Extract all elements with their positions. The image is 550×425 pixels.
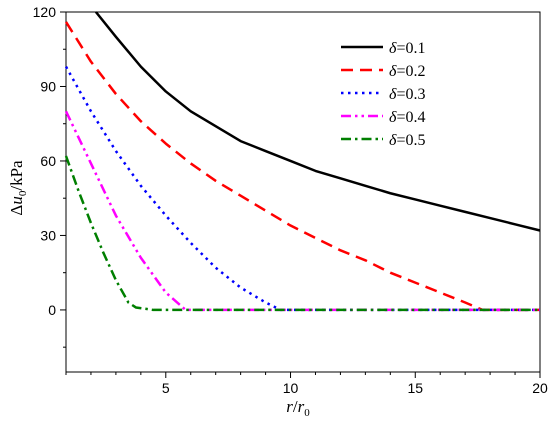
legend-symbol: δ xyxy=(389,40,397,57)
legend-label-2: δ=0.2 xyxy=(389,63,425,80)
x-axis-label-sub-base: r xyxy=(298,397,305,416)
x-axis: 5 10 15 20 xyxy=(65,372,548,396)
x-tick-label: 10 xyxy=(283,380,299,396)
x-tick-label: 20 xyxy=(532,380,548,396)
series-line-4 xyxy=(64,110,540,312)
legend-symbol: δ xyxy=(389,86,397,103)
y-tick-label: 0 xyxy=(48,302,56,318)
y-tick-label: 60 xyxy=(40,153,56,169)
y-tick-label: 90 xyxy=(40,78,56,94)
legend-value: =0.2 xyxy=(396,63,425,80)
y-axis-label-main: u xyxy=(7,196,26,205)
x-tick-label: 15 xyxy=(407,380,423,396)
legend: δ=0.1δ=0.2δ=0.3δ=0.4δ=0.5 xyxy=(341,40,425,149)
legend-symbol: δ xyxy=(389,63,397,80)
legend-label-3: δ=0.3 xyxy=(389,86,425,103)
legend-label-4: δ=0.4 xyxy=(389,109,425,126)
series-line-3 xyxy=(64,66,540,312)
x-tick-label: 5 xyxy=(162,380,170,396)
series-line-2 xyxy=(64,21,540,312)
legend-symbol: δ xyxy=(389,132,397,149)
series-line-1 xyxy=(94,11,541,232)
y-tick-label: 120 xyxy=(33,4,57,20)
plot-area xyxy=(65,11,541,373)
legend-value: =0.3 xyxy=(396,86,425,103)
x-axis-label-main: r xyxy=(286,397,293,416)
y-axis-label-prefix: Δ xyxy=(7,205,26,216)
y-axis-label-suffix: /kPa xyxy=(7,160,26,191)
y-axis: 0 30 60 90 120 xyxy=(33,4,66,348)
x-axis-label-subscript: 0 xyxy=(304,407,310,419)
legend-label-1: δ=0.1 xyxy=(389,40,425,57)
legend-symbol: δ xyxy=(389,109,397,126)
plot-border xyxy=(65,11,541,373)
legend-value: =0.5 xyxy=(396,132,425,149)
legend-label-5: δ=0.5 xyxy=(389,132,425,149)
y-axis-label: Δu0/kPa xyxy=(7,160,29,216)
legend-value: =0.1 xyxy=(396,40,425,57)
series-line-5 xyxy=(64,155,540,312)
x-axis-label: r/r0 xyxy=(286,397,310,419)
y-axis-label-subscript: 0 xyxy=(17,190,29,196)
y-tick-label: 30 xyxy=(40,227,56,243)
series-layer xyxy=(64,11,541,312)
legend-value: =0.4 xyxy=(396,109,425,126)
x-axis-label-slash: / xyxy=(293,397,298,416)
